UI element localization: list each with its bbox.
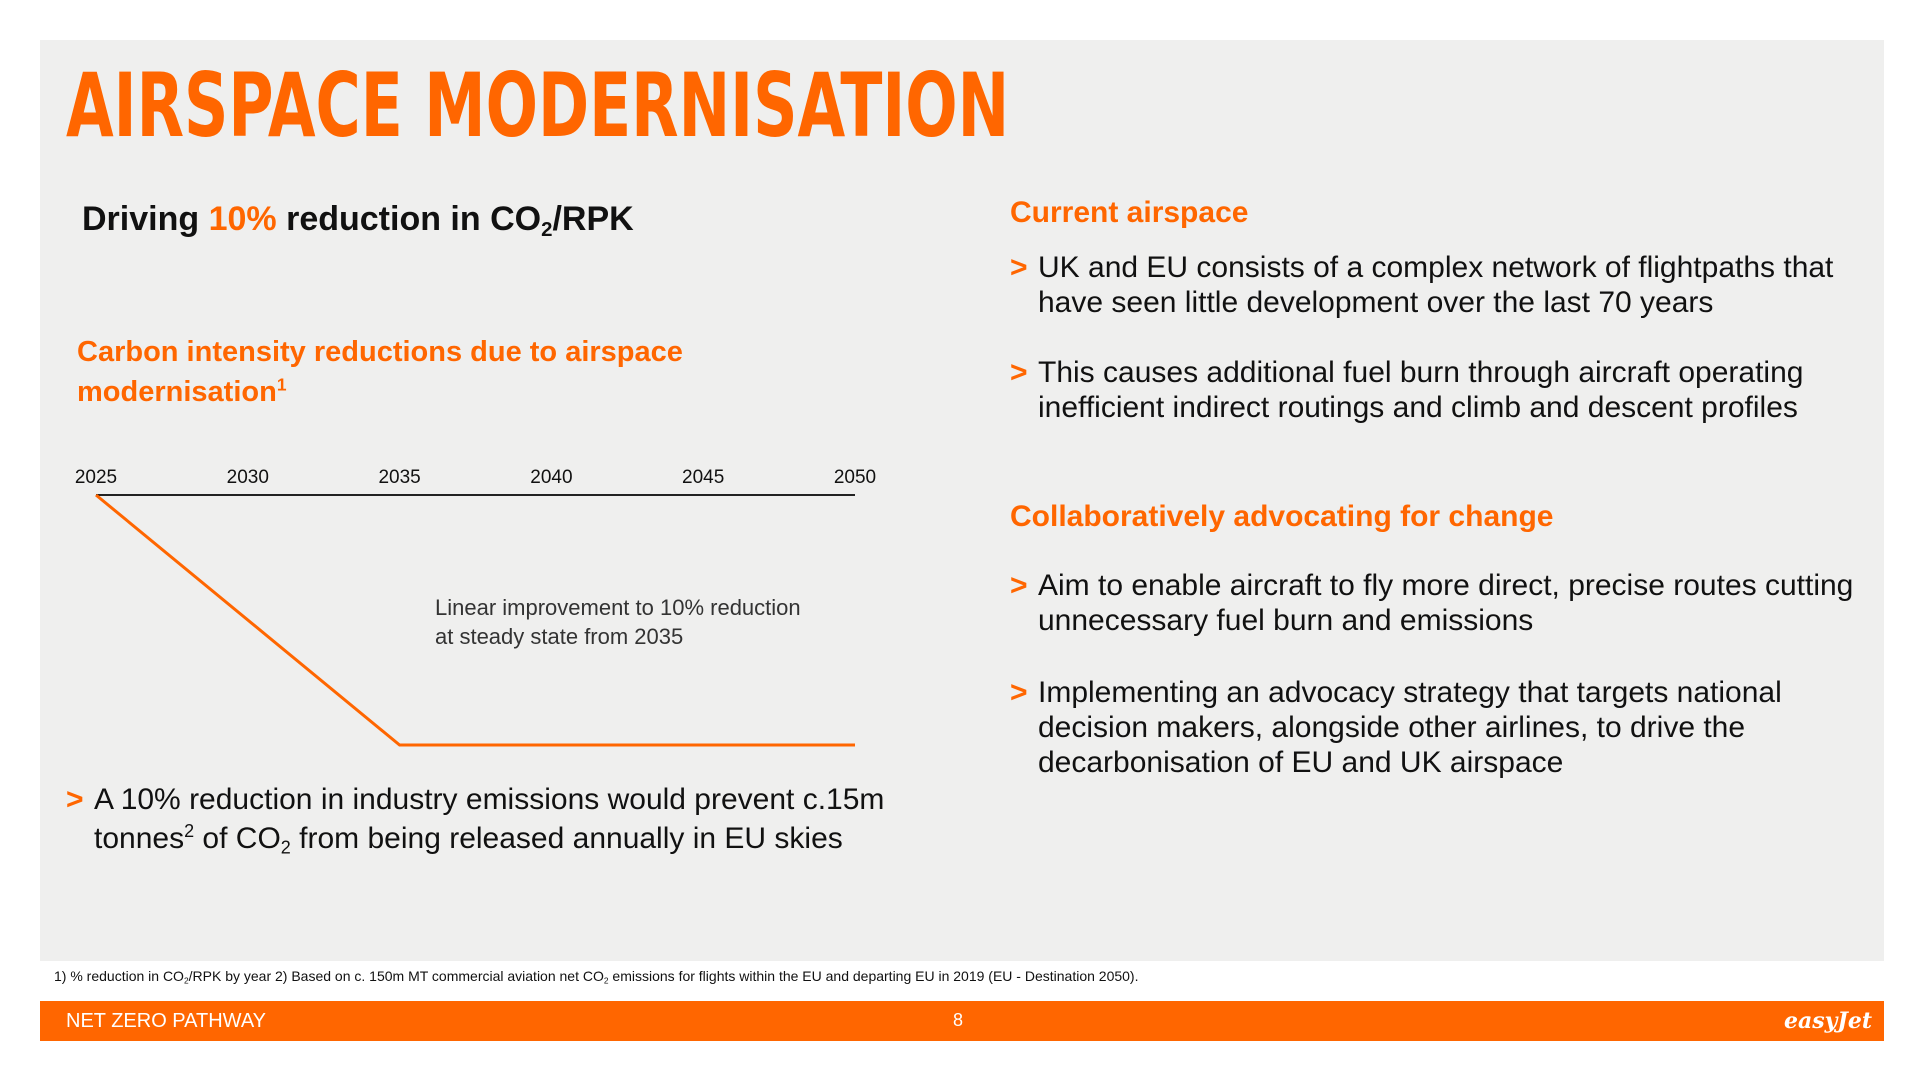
x-tick-label-2050: 2050 [834,467,876,488]
chart-annotation-line-2: at steady state from 2035 [435,624,683,649]
carbon-intensity-chart: 2025 2030 2035 2040 2045 2050 Linear improvem… [75,467,876,747]
footnote-part-3: emissions for flights within the EU and … [608,968,1139,984]
left-bullet-co: of CO [194,822,281,855]
headline-tail: /RPK [552,200,634,238]
left-bullet-rest: from being released annually in EU skies [290,822,843,855]
footnote-part-1: 1) % reduction in CO [54,968,184,984]
section-heading-current-airspace: Current airspace [1010,196,1249,229]
right-bullet-1-text: UK and EU consists of a complex network … [1038,251,1834,319]
bullet-marker: > [1010,569,1028,602]
chart-annotation-line-1: Linear improvement to 10% reduction [435,595,801,620]
footer-label: NET ZERO PATHWAY [66,1010,267,1032]
headline-pre: Driving [82,200,209,238]
x-tick-label-2045: 2045 [682,467,724,488]
left-bullet-text: A 10% reduction in industry emissions wo… [94,782,884,856]
headline-post: reduction in CO [276,200,542,238]
page-title: AIRSPACE MODERNISATION [66,54,1010,157]
section-heading-advocating: Collaboratively advocating for change [1010,500,1554,533]
bullet-marker: > [66,783,84,816]
left-bullet-sup: 2 [184,821,195,842]
x-axis-ticks: 2025 2030 2035 2040 2045 2050 [75,467,876,488]
footnote-sub-2: 2 [603,975,609,986]
chart-title-sup: 1 [276,374,287,395]
bullet-marker: > [1010,251,1028,284]
left-bullet-tonnes: tonnes [94,822,185,855]
right-bullet-2-text: This causes additional fuel burn through… [1038,356,1804,424]
left-bullet-sub: 2 [280,837,291,858]
x-tick-label-2040: 2040 [530,467,572,488]
right-bullet-3-text: Aim to enable aircraft to fly more direc… [1038,569,1854,637]
right-bullet-4-text: Implementing an advocacy strategy that t… [1038,676,1782,779]
x-tick-label-2035: 2035 [378,467,420,488]
left-bullet-line-2: tonnes2 of CO2 from being released annua… [94,821,884,856]
x-tick-label-2025: 2025 [75,467,117,488]
footnote-part-2: /RPK by year 2) Based on c. 150m MT comm… [188,968,604,984]
page-number: 8 [953,1010,964,1030]
headline-sub: 2 [541,219,553,242]
easyjet-logo: easyJet [1784,1008,1872,1034]
content-panel [40,40,1884,961]
right-bullet-4: > Implementing an advocacy strategy that… [1010,675,1870,780]
right-bullet-2: > This causes additional fuel burn throu… [1010,355,1870,425]
headline: Driving 10% reduction in CO2/RPK [82,200,634,242]
footnote: 1) % reduction in CO2/RPK by year 2) Bas… [54,968,1139,986]
chart-title-text: Carbon intensity reductions due to airsp… [77,336,683,408]
chart-title: Carbon intensity reductions due to airsp… [77,332,777,412]
left-bullet: > A 10% reduction in industry emissions … [66,782,966,856]
x-tick-label-2030: 2030 [227,467,269,488]
headline-highlight: 10% [208,200,277,238]
footer-bar: NET ZERO PATHWAY 8 easyJet [40,1001,1884,1041]
right-bullet-3: > Aim to enable aircraft to fly more dir… [1010,568,1870,638]
bullet-marker: > [1010,356,1028,389]
bullet-marker: > [1010,676,1028,709]
left-bullet-line-1: A 10% reduction in industry emissions wo… [94,783,885,816]
right-bullet-1: > UK and EU consists of a complex networ… [1010,250,1870,320]
series-line [95,493,855,747]
footnote-sub-1: 2 [183,975,189,986]
